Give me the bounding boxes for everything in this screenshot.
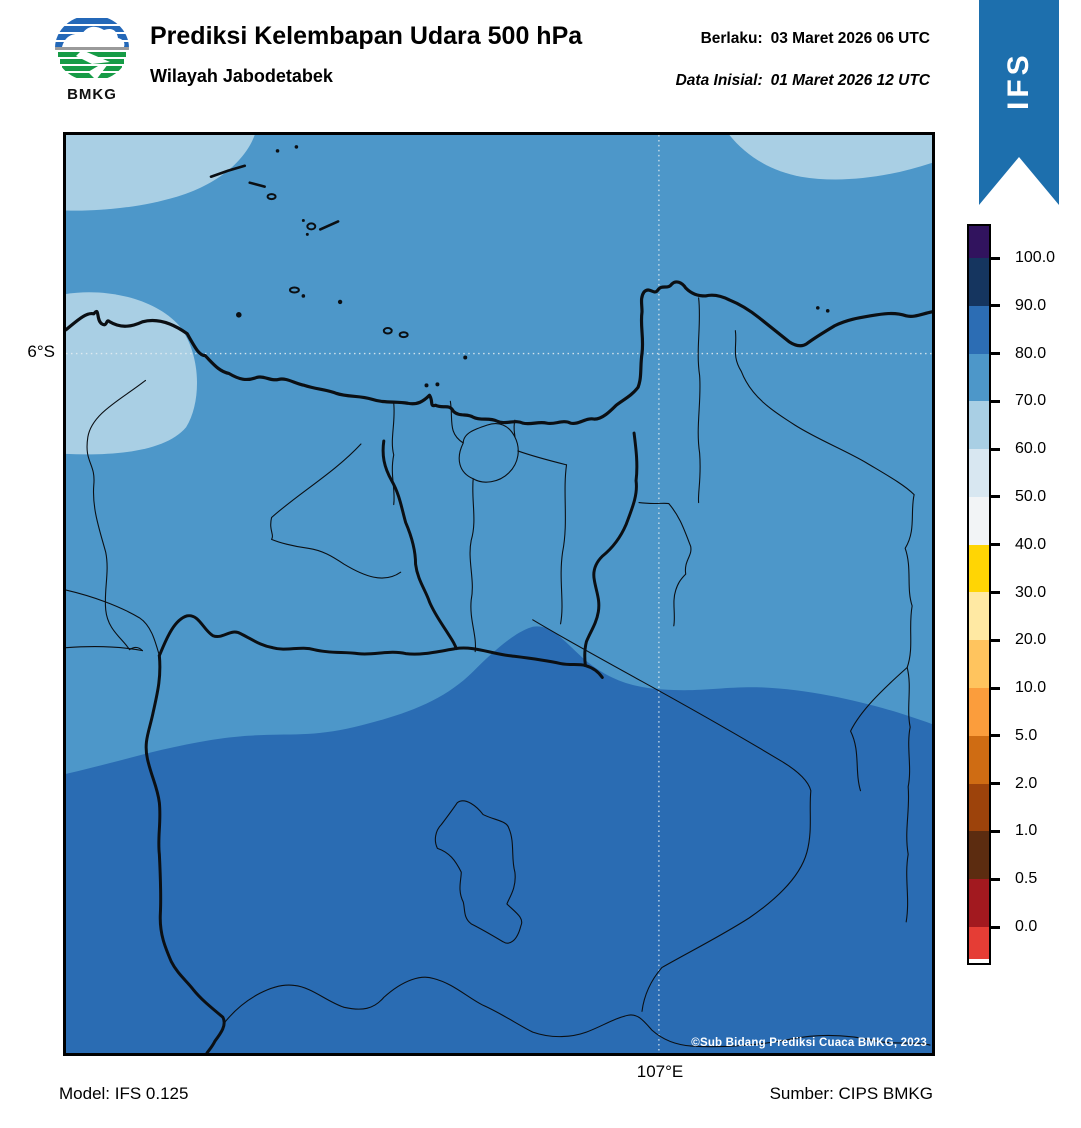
- colorbar-tick-label: 70.0: [1015, 392, 1047, 410]
- colorbar-tick-label: 1.0: [1015, 822, 1038, 840]
- colorbar-tick: [991, 495, 1000, 499]
- colorbar-segment: [969, 544, 989, 593]
- colorbar-tick-label: 90.0: [1015, 296, 1047, 314]
- colorbar-tick-label: 10.0: [1015, 679, 1047, 697]
- source-label: Sumber: CIPS BMKG: [769, 1084, 933, 1103]
- colorbar-tick: [991, 399, 1000, 403]
- colorbar-tick-label: 2.0: [1015, 774, 1038, 792]
- colorbar-tick: [991, 543, 1000, 547]
- bmkg-logo-icon: [55, 15, 129, 81]
- colorbar-tick-label: 100.0: [1015, 249, 1056, 266]
- init-time-label: Data Inisial:: [675, 72, 763, 89]
- colorbar-tick-label: 0.0: [1015, 918, 1038, 935]
- forecast-map: ©Sub Bidang Prediksi Cuaca BMKG, 2023: [63, 132, 935, 1056]
- colorbar-segment: [969, 735, 989, 784]
- colorbar-tick-label: 0.5: [1015, 870, 1038, 888]
- colorbar-segment: [969, 783, 989, 832]
- contour-band-60-70: [66, 135, 932, 455]
- colorbar-segment: [969, 401, 989, 450]
- colorbar-tick-label: 5.0: [1015, 726, 1038, 744]
- colorbar-tick: [991, 686, 1000, 690]
- bmkg-logo: BMKG: [52, 14, 132, 106]
- coastline: [66, 280, 932, 426]
- page-title: Prediksi Kelembapan Udara 500 hPa: [150, 22, 583, 50]
- colorbar-segment: [969, 449, 989, 497]
- colorbar-tick: [991, 877, 1000, 881]
- init-time-line: Data Inisial: 01 Maret 2026 12 UTC: [676, 72, 930, 90]
- colorbar-segment: [969, 353, 989, 402]
- colorbar-tick-label: 30.0: [1015, 583, 1047, 601]
- colorbar-segment: [969, 592, 989, 641]
- valid-time-value: 03 Maret 2026 06 UTC: [770, 30, 930, 47]
- graticule: [66, 135, 932, 1053]
- colorbar-segment: [969, 926, 989, 959]
- bmkg-logo-label: BMKG: [67, 86, 117, 103]
- colorbar-tick-label: 40.0: [1015, 535, 1047, 553]
- colorbar-tick: [991, 782, 1000, 786]
- islands: [209, 145, 830, 388]
- colorbar-segment: [969, 226, 989, 258]
- colorbar-tick-label: 60.0: [1015, 440, 1047, 458]
- model-label: Model: IFS 0.125: [59, 1084, 189, 1103]
- contour-band-80-90: [66, 626, 932, 1053]
- colorbar-segment: [969, 831, 989, 880]
- valid-time-label: Berlaku:: [700, 30, 763, 47]
- colorbar-tick: [991, 352, 1000, 356]
- district-boundaries: [66, 297, 931, 1048]
- colorbar-tick-label: 50.0: [1015, 487, 1047, 505]
- init-time-value: 01 Maret 2026 12 UTC: [770, 72, 930, 89]
- colorbar-tick: [991, 638, 1000, 642]
- region-subtitle: Wilayah Jabodetabek: [150, 66, 333, 86]
- colorbar-tick: [991, 734, 1000, 738]
- valid-time-line: Berlaku: 03 Maret 2026 06 UTC: [701, 30, 930, 48]
- map-copyright: ©Sub Bidang Prediksi Cuaca BMKG, 2023: [691, 1037, 927, 1049]
- colorbar-segment: [969, 640, 989, 689]
- humidity-colorbar: 100.0 90.0 80.0 70.0 60.0 50.0 40.0 30.0 20.0 10.…: [967, 224, 1077, 969]
- model-ribbon: IFS: [979, 0, 1059, 205]
- colorbar-segment: [969, 879, 989, 927]
- colorbar-tick: [991, 829, 1000, 833]
- model-ribbon-label: IFS: [1002, 51, 1035, 111]
- colorbar-tick-label: 80.0: [1015, 344, 1047, 362]
- colorbar-tick-label: 20.0: [1015, 631, 1047, 649]
- colorbar-segment: [969, 305, 989, 354]
- colorbar-tick: [991, 256, 1000, 260]
- colorbar-tick: [991, 447, 1000, 451]
- colorbar-tick: [991, 591, 1000, 594]
- latitude-tick-label: 6°S: [27, 342, 55, 361]
- colorbar-segment: [969, 688, 989, 736]
- province-boundaries: [144, 431, 639, 1053]
- longitude-tick-label: 107°E: [636, 1062, 684, 1081]
- humidity-contour-map: [66, 135, 932, 1053]
- colorbar-tick: [991, 925, 1000, 929]
- colorbar-segment: [969, 258, 989, 306]
- colorbar-segment: [969, 496, 989, 545]
- colorbar-tick: [991, 304, 1000, 308]
- colorbar-swatches: [967, 224, 991, 965]
